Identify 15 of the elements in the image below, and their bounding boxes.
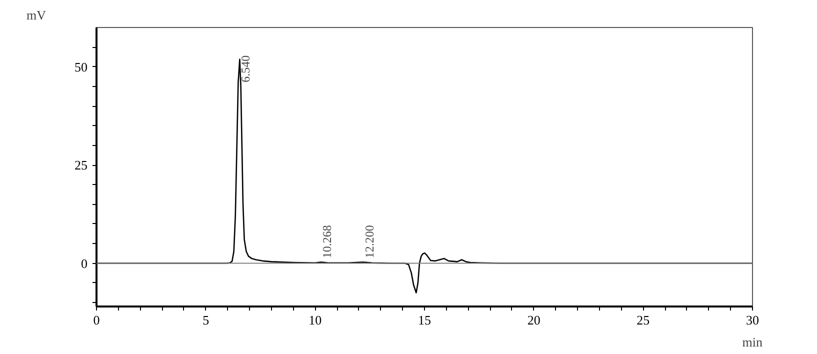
x-axis-title: min: [742, 334, 763, 350]
annotation: 12.200: [362, 225, 376, 258]
y-tick-label: 25: [74, 158, 88, 173]
x-tick-label: 10: [308, 312, 322, 328]
y-tick-label: 50: [74, 59, 88, 74]
y-tick-label: 0: [81, 256, 88, 271]
annotation: 10.268: [320, 225, 334, 258]
y-axis-title: mV: [26, 8, 47, 22]
x-tick-label: 5: [202, 312, 210, 328]
annotation: 6.540: [238, 55, 253, 82]
x-tick-label: 15: [418, 312, 431, 328]
x-tick-label: 20: [527, 312, 540, 328]
x-tick-label: 25: [636, 312, 650, 328]
x-tick-label: 0: [93, 312, 100, 328]
x-tick-label: 30: [746, 312, 759, 328]
